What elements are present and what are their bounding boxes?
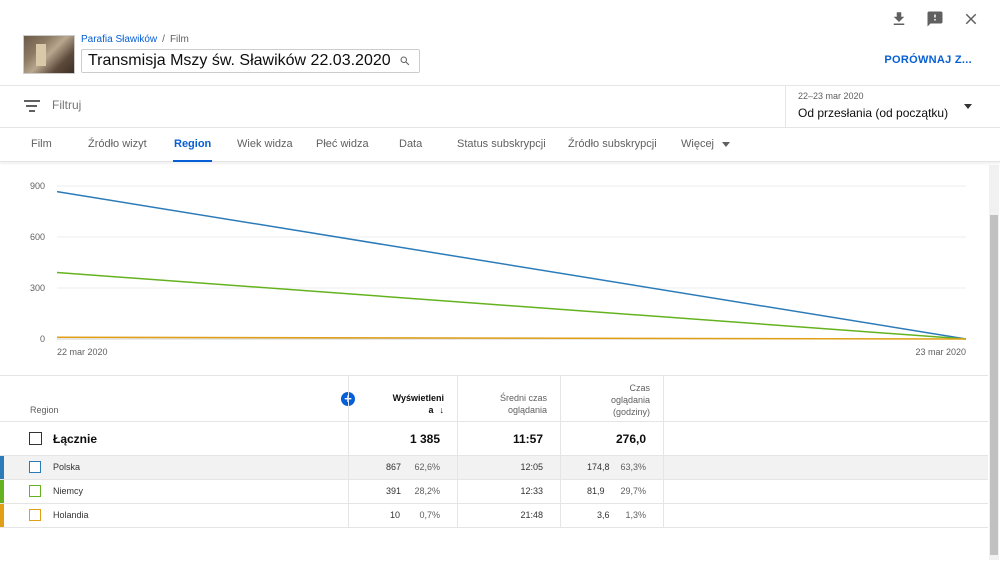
region-name: Niemcy <box>53 486 84 496</box>
filter-bar: 22–23 mar 2020 Od przesłania (od początk… <box>0 85 1000 128</box>
date-range-label: 22–23 mar 2020 <box>798 91 864 101</box>
sort-arrow-down-icon: ↓ <box>439 405 445 415</box>
chevron-down-icon <box>964 104 972 109</box>
avg-duration-value: 12:33 <box>520 486 543 496</box>
report-tabs: Film Źródło wizyt Region Wiek widza Płeć… <box>0 128 1000 162</box>
page-title: Transmisja Mszy św. Sławików 22.03.2020 <box>88 52 391 69</box>
views-header-line1: Wyświetleni <box>392 393 444 403</box>
views-value: 867 <box>386 462 402 472</box>
y-tick-label: 600 <box>30 232 45 242</box>
row-checkbox[interactable] <box>29 509 41 521</box>
tab-more-label: Więcej <box>681 138 715 150</box>
views-percent: 62,6% <box>414 462 440 472</box>
watch-time-percent: 1,3% <box>625 510 646 520</box>
tab-more[interactable]: Więcej <box>681 138 731 150</box>
chevron-down-icon <box>722 141 731 147</box>
chart-svg: 0 300 600 900 22 mar 2020 23 mar 2020 <box>30 181 967 357</box>
video-thumbnail[interactable] <box>23 35 75 74</box>
series-line <box>56 190 967 340</box>
filter-icon[interactable] <box>24 100 40 112</box>
avg-duration-value: 21:48 <box>520 510 543 520</box>
tab-film[interactable]: Film <box>31 138 52 150</box>
tab-age[interactable]: Wiek widza <box>237 138 293 150</box>
watch-time-value: 3,6 <box>597 510 610 520</box>
row-checkbox[interactable] <box>29 461 41 473</box>
row-checkbox[interactable] <box>29 485 41 497</box>
x-tick-label: 23 mar 2020 <box>915 347 966 357</box>
watch-time-value: 174,8 <box>587 462 610 472</box>
y-tick-label: 900 <box>30 181 45 191</box>
breadcrumb: Parafia Sławików / Film <box>81 34 189 45</box>
total-avg-duration: 11:57 <box>512 432 543 446</box>
views-header-line2: a ↓ <box>428 405 445 415</box>
scrollbar-thumb[interactable] <box>990 215 998 555</box>
avg-header-line2: oglądania <box>507 405 547 415</box>
series-line <box>56 271 967 340</box>
table-row[interactable]: Polska 867 62,6% 12:05 174,8 63,3% <box>0 456 988 480</box>
watch-time-value: 81,9 <box>587 486 605 496</box>
tab-subscription-status[interactable]: Status subskrypcji <box>457 138 546 150</box>
wt-header-line1: Czas <box>629 383 650 393</box>
top-icons <box>890 10 980 28</box>
breadcrumb-separator: / <box>162 34 165 45</box>
avg-header-line1: Średni czas <box>499 393 547 403</box>
compare-button[interactable]: PORÓWNAJ Z... <box>884 54 972 66</box>
views-percent: 28,2% <box>414 486 440 496</box>
avg-duration-value: 12:05 <box>520 462 543 472</box>
search-icon <box>400 56 409 66</box>
table-row-total: Łącznie 1 385 11:57 276,0 <box>0 422 988 456</box>
breadcrumb-section: Film <box>169 34 189 45</box>
series-color-bar <box>0 480 4 503</box>
x-tick-label: 22 mar 2020 <box>57 347 108 357</box>
total-views: 1 385 <box>409 432 440 446</box>
column-header-avg-view-duration[interactable]: Średni czas oglądania <box>457 376 561 422</box>
y-tick-label: 0 <box>40 334 45 344</box>
table-row[interactable]: Holandia 10 0,7% 21:48 3,6 1,3% <box>0 504 988 528</box>
table-header: Region + Wyświetleni a ↓ Średni czas oglą… <box>0 375 988 422</box>
views-percent: 0,7% <box>419 510 440 520</box>
filter-input[interactable] <box>52 98 352 112</box>
column-divider <box>663 376 678 422</box>
video-title-selector[interactable]: Transmisja Mszy św. Sławików 22.03.2020 <box>81 49 420 73</box>
wt-header-line3: (godziny) <box>612 407 650 417</box>
watch-time-percent: 29,7% <box>620 486 646 496</box>
tab-subscription-source[interactable]: Źródło subskrypcji <box>568 138 657 150</box>
table-row[interactable]: Niemcy 391 28,2% 12:33 81,9 29,7% <box>0 480 988 504</box>
total-checkbox[interactable] <box>29 432 42 445</box>
header: Parafia Sławików / Film Transmisja Mszy św… <box>23 32 980 77</box>
tab-traffic-source[interactable]: Źródło wizyt <box>88 138 147 150</box>
close-icon[interactable] <box>962 10 980 28</box>
series-color-bar <box>0 456 4 479</box>
tab-gender[interactable]: Płeć widza <box>316 138 369 150</box>
line-chart: 0 300 600 900 22 mar 2020 23 mar 2020 <box>0 168 988 368</box>
feedback-icon[interactable] <box>926 10 944 28</box>
y-tick-label: 300 <box>30 283 45 293</box>
breadcrumb-channel[interactable]: Parafia Sławików <box>81 34 158 45</box>
column-header-views[interactable]: Wyświetleni a ↓ <box>348 376 458 422</box>
views-value: 391 <box>386 486 402 496</box>
tab-date[interactable]: Data <box>399 138 423 150</box>
scrollbar[interactable] <box>989 165 999 560</box>
download-icon[interactable] <box>890 10 908 28</box>
total-watch-time: 276,0 <box>615 432 646 446</box>
column-header-watch-time[interactable]: Czas oglądania (godziny) <box>560 376 664 422</box>
region-name: Polska <box>53 462 81 472</box>
watch-time-percent: 63,3% <box>620 462 646 472</box>
tab-region[interactable]: Region <box>172 138 213 162</box>
wt-header-line2: oglądania <box>610 395 650 405</box>
series-color-bar <box>0 504 4 527</box>
date-range-selector[interactable]: 22–23 mar 2020 Od przesłania (od początk… <box>785 86 1000 127</box>
column-header-region: Region <box>30 405 59 415</box>
region-name: Holandia <box>53 510 89 520</box>
series-line <box>56 336 967 340</box>
total-label: Łącznie <box>53 432 98 446</box>
date-range-value: Od przesłania (od początku) <box>798 106 949 120</box>
data-table: Region + Wyświetleni a ↓ Średni czas oglą… <box>0 375 988 528</box>
views-value: 10 <box>390 510 401 520</box>
